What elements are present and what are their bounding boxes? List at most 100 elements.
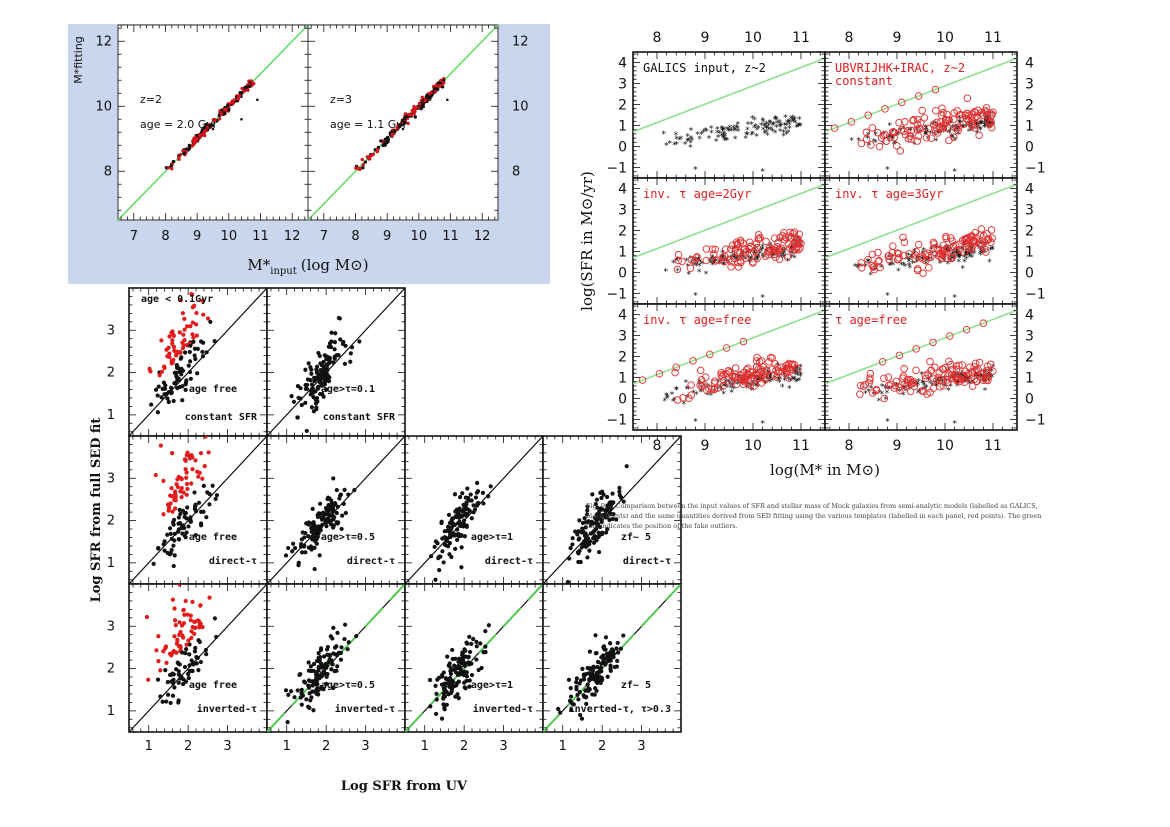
data-point — [204, 350, 209, 355]
data-point — [197, 639, 202, 645]
data-point — [212, 616, 218, 621]
galics-point: * — [956, 130, 961, 140]
fit-point — [731, 364, 740, 372]
galics-point: * — [924, 260, 929, 270]
data-point — [442, 81, 446, 85]
panel-label-2: direct-τ — [485, 555, 533, 567]
galics-point: * — [896, 131, 901, 141]
galics-point: * — [752, 247, 757, 257]
galics-point: * — [968, 245, 973, 255]
data-point — [179, 494, 184, 500]
galics-point: * — [978, 110, 983, 120]
data-point — [444, 702, 449, 707]
galics-point: * — [957, 258, 962, 268]
galics-point: * — [782, 372, 787, 382]
y-tick-label-right: 2 — [1025, 224, 1034, 240]
galics-point: * — [892, 141, 897, 151]
fit-point — [752, 357, 761, 365]
fit-point — [988, 234, 996, 242]
data-point — [316, 511, 321, 516]
data-point — [603, 661, 608, 666]
galics-point: * — [916, 377, 921, 387]
fit-point — [880, 394, 889, 403]
galics-point: * — [952, 128, 957, 138]
data-point — [349, 345, 355, 350]
data-point — [346, 492, 351, 497]
fit-point — [895, 249, 903, 258]
data-point — [171, 543, 176, 548]
data-point — [428, 704, 433, 709]
data-point — [475, 480, 480, 486]
data-point — [573, 529, 578, 534]
data-point — [155, 393, 160, 398]
fit-point — [678, 257, 686, 266]
data-point — [601, 492, 606, 497]
data-point — [479, 665, 484, 671]
galics-point: * — [979, 119, 984, 129]
data-point — [308, 698, 313, 703]
fit-point — [924, 252, 933, 260]
fit-point — [907, 126, 916, 135]
galics-point: * — [938, 260, 943, 270]
data-point — [357, 167, 361, 171]
panel-label: GALICS input, z~2 — [643, 61, 766, 75]
fit-point — [866, 369, 875, 378]
data-point — [447, 540, 452, 546]
data-point — [581, 677, 587, 682]
galics-point: * — [945, 245, 950, 255]
data-point — [581, 674, 587, 679]
galics-point: * — [768, 372, 773, 382]
data-point — [176, 643, 181, 649]
data-point — [608, 641, 613, 646]
data-point — [614, 646, 619, 651]
data-point — [306, 704, 311, 709]
data-point — [586, 671, 592, 676]
outlier-point — [211, 127, 215, 131]
data-point — [469, 672, 475, 678]
data-point — [348, 359, 353, 364]
fit-point — [911, 255, 920, 263]
galics-point: * — [786, 376, 791, 386]
caption-line-2: black points) and the same quantities de… — [586, 512, 1041, 520]
y-tick-label: 3 — [107, 619, 115, 634]
data-point — [303, 400, 308, 406]
data-point — [447, 552, 452, 557]
data-point — [331, 476, 336, 481]
data-point — [466, 655, 471, 660]
galics-point: * — [725, 136, 730, 146]
data-point — [153, 387, 159, 392]
galics-point: * — [716, 134, 721, 144]
y-tick-label: 1 — [107, 704, 115, 719]
galics-point: * — [988, 371, 993, 381]
data-point — [616, 650, 621, 655]
galics-point: * — [907, 385, 912, 395]
data-point — [324, 387, 329, 392]
galics-point: * — [936, 130, 941, 140]
y-tick-label: 2 — [107, 366, 115, 381]
data-point — [286, 692, 291, 697]
galics-point: * — [979, 240, 984, 250]
galics-point: * — [977, 245, 982, 255]
galics-point: * — [768, 246, 773, 256]
data-point — [159, 369, 164, 374]
data-point — [175, 637, 180, 642]
data-point — [445, 524, 451, 530]
galics-point: * — [925, 128, 930, 138]
data-point — [577, 681, 582, 686]
panel-content: ****************************************… — [825, 183, 1017, 304]
galics-point: * — [735, 381, 740, 391]
data-point — [306, 660, 311, 665]
y-tick-label-right: 3 — [1025, 77, 1034, 93]
data-point — [160, 386, 165, 391]
galics-point: * — [880, 382, 885, 392]
data-point — [313, 389, 318, 394]
data-point — [158, 694, 163, 699]
x-tick-label: 1 — [283, 739, 291, 754]
galics-point: * — [926, 256, 931, 266]
data-point — [584, 538, 589, 543]
outlier-fit-point — [912, 345, 920, 353]
galics-point: * — [923, 131, 928, 141]
data-point — [332, 356, 337, 361]
galics-point: * — [721, 134, 726, 144]
